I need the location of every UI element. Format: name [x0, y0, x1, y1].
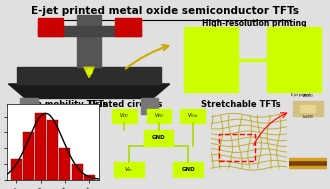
Bar	[180, 109, 205, 123]
Bar	[112, 109, 137, 123]
Polygon shape	[289, 160, 327, 166]
Bar	[72, 164, 82, 180]
Polygon shape	[300, 105, 315, 112]
Polygon shape	[115, 18, 141, 36]
Polygon shape	[293, 101, 323, 115]
Bar	[59, 148, 70, 180]
Polygon shape	[20, 98, 38, 114]
Text: $Al_2O_3$: $Al_2O_3$	[302, 93, 314, 100]
Text: Printed circuits: Printed circuits	[89, 100, 162, 109]
Bar	[184, 27, 238, 92]
Bar	[267, 27, 320, 92]
Text: $In_2O_3$: $In_2O_3$	[302, 114, 314, 121]
Bar	[173, 162, 203, 177]
Point	[86, 70, 92, 73]
Polygon shape	[38, 26, 141, 36]
Text: GND: GND	[151, 136, 165, 140]
Bar	[147, 109, 171, 123]
Text: $V_{Out}$: $V_{Out}$	[187, 112, 198, 121]
Polygon shape	[289, 158, 327, 160]
Text: Stretchable TFTs: Stretchable TFTs	[201, 100, 281, 109]
Polygon shape	[77, 15, 101, 67]
Polygon shape	[9, 84, 170, 98]
Polygon shape	[38, 18, 63, 36]
Bar	[219, 134, 255, 161]
Polygon shape	[84, 67, 94, 78]
Text: E-jet printed metal oxide semiconductor TFTs: E-jet printed metal oxide semiconductor …	[31, 6, 299, 16]
Bar	[23, 132, 34, 180]
Polygon shape	[17, 67, 161, 84]
Text: E-jet printed: E-jet printed	[291, 93, 309, 97]
Text: $V_{in}$: $V_{in}$	[124, 165, 133, 174]
Polygon shape	[141, 98, 158, 114]
Text: High-resolution printing: High-resolution printing	[202, 19, 307, 28]
Bar	[144, 130, 173, 146]
Text: $V_{DD}$: $V_{DD}$	[119, 112, 129, 121]
Bar	[11, 159, 22, 180]
Bar	[35, 113, 46, 180]
Bar	[84, 175, 95, 180]
Polygon shape	[289, 166, 327, 168]
Bar	[47, 120, 58, 180]
Text: GND: GND	[181, 167, 195, 172]
Bar	[114, 162, 144, 177]
Text: High mobility TFTs: High mobility TFTs	[20, 100, 108, 109]
Text: $V_{EO}$: $V_{EO}$	[154, 112, 164, 121]
